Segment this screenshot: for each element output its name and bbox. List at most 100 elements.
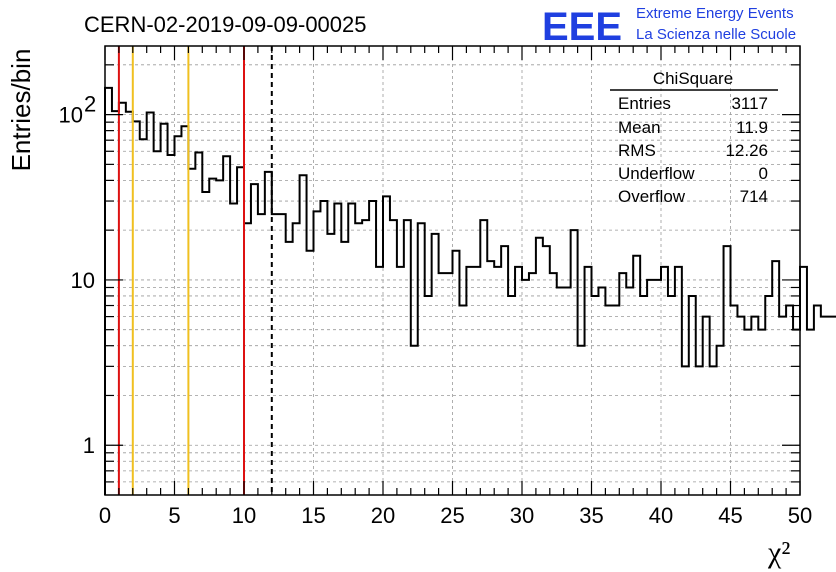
histogram-bin bbox=[126, 112, 133, 495]
histogram-bin bbox=[598, 287, 605, 495]
histogram-bin bbox=[432, 234, 439, 495]
x-tick-label: 15 bbox=[301, 503, 325, 528]
histogram-bin bbox=[112, 111, 119, 495]
logo-line-2: La Scienza nelle Scuole bbox=[636, 26, 796, 43]
histogram-bin bbox=[744, 330, 751, 495]
x-tick-label: 50 bbox=[788, 503, 812, 528]
histogram-bin bbox=[751, 317, 758, 495]
histogram-bin bbox=[418, 223, 425, 495]
histogram-outline bbox=[104, 86, 836, 495]
histogram-bin bbox=[814, 306, 821, 495]
histogram-bin bbox=[355, 223, 362, 495]
histogram-bin bbox=[758, 330, 765, 495]
histogram-bin bbox=[550, 273, 557, 495]
y-tick-exponent: 2 bbox=[84, 92, 96, 117]
histogram-bin bbox=[209, 179, 216, 495]
histogram-bin bbox=[779, 317, 786, 495]
x-tick-label: 10 bbox=[232, 503, 256, 528]
histogram-bin bbox=[397, 267, 404, 495]
y-tick-label: 1 bbox=[83, 433, 95, 458]
histogram-bin bbox=[821, 317, 828, 495]
stats-value-entries: 3117 bbox=[731, 94, 768, 113]
stats-value-underflow: 0 bbox=[759, 164, 768, 183]
histogram-bin bbox=[446, 273, 453, 495]
cut-lines bbox=[117, 46, 273, 495]
x-tick-label: 5 bbox=[168, 503, 180, 528]
y-tick-label: 10 bbox=[59, 103, 83, 128]
histogram-bin bbox=[793, 330, 800, 495]
y-axis-label: Entries/bin bbox=[6, 49, 36, 172]
histogram-bin bbox=[605, 306, 612, 495]
histogram-bin bbox=[300, 175, 307, 495]
x-tick-label: 0 bbox=[99, 503, 111, 528]
histogram-bin bbox=[710, 366, 717, 495]
histogram-bin bbox=[168, 155, 175, 495]
stats-label-entries: Entries bbox=[618, 94, 671, 113]
histogram-bin bbox=[133, 121, 140, 495]
histogram-bin bbox=[654, 280, 661, 495]
histogram-bin bbox=[376, 267, 383, 495]
histogram-bin bbox=[175, 136, 182, 495]
histogram-bin bbox=[703, 317, 710, 495]
histogram-bin bbox=[543, 246, 550, 495]
histogram-bin bbox=[334, 203, 341, 495]
histogram-bin bbox=[612, 306, 619, 495]
histogram-bin bbox=[327, 234, 334, 495]
stats-label-underflow: Underflow bbox=[618, 164, 695, 183]
x-tick-label: 30 bbox=[510, 503, 534, 528]
y-tick-label: 10 bbox=[71, 268, 95, 293]
histogram-bin bbox=[661, 267, 668, 495]
histogram-bin bbox=[140, 139, 147, 495]
histogram-bin bbox=[202, 192, 209, 495]
x-tick-label: 40 bbox=[649, 503, 673, 528]
histogram-bin bbox=[223, 156, 230, 495]
stats-label-mean: Mean bbox=[618, 118, 661, 137]
histogram-bin bbox=[161, 124, 168, 495]
histogram-bin bbox=[626, 287, 633, 495]
stats-box: ChiSquare Entries 3117 Mean 11.9 RMS 12.… bbox=[610, 69, 778, 206]
histogram-bin bbox=[571, 230, 578, 495]
histogram-bin bbox=[154, 151, 161, 495]
histogram-bin bbox=[619, 273, 626, 495]
histogram-bin bbox=[105, 88, 112, 495]
eee-logo: EEE Extreme Energy Events La Scienza nel… bbox=[542, 5, 796, 49]
stats-value-mean: 11.9 bbox=[736, 118, 768, 137]
histogram-bin bbox=[251, 184, 258, 495]
histogram-bin bbox=[459, 306, 466, 495]
x-tick-label: 25 bbox=[440, 503, 464, 528]
histogram-bin bbox=[265, 172, 272, 495]
stats-label-overflow: Overflow bbox=[618, 187, 686, 206]
histogram-bin bbox=[522, 280, 529, 495]
plot-frame bbox=[104, 45, 801, 496]
logo-line-1: Extreme Energy Events bbox=[636, 5, 794, 22]
histogram-bin bbox=[724, 246, 731, 495]
histogram-bin bbox=[682, 366, 689, 495]
histogram-bin bbox=[737, 317, 744, 495]
histogram-bin bbox=[181, 126, 188, 495]
histogram-bin bbox=[188, 169, 195, 495]
stats-title: ChiSquare bbox=[653, 69, 733, 88]
histogram-bin bbox=[501, 246, 508, 495]
histogram-bin bbox=[439, 273, 446, 495]
histogram-bin bbox=[696, 366, 703, 495]
histogram-bin bbox=[480, 220, 487, 495]
histogram-bin bbox=[557, 287, 564, 495]
histogram-bin bbox=[786, 306, 793, 495]
histogram-bin bbox=[633, 256, 640, 495]
histogram-bin bbox=[515, 267, 522, 495]
histogram-bin bbox=[369, 201, 376, 495]
histogram-bin bbox=[494, 267, 501, 495]
stats-value-overflow: 714 bbox=[740, 187, 768, 206]
histogram-bin bbox=[717, 346, 724, 495]
histogram-bin bbox=[564, 287, 571, 495]
logo-mark: EEE bbox=[542, 5, 622, 49]
histogram-bin bbox=[320, 201, 327, 495]
histogram-bin bbox=[147, 112, 154, 495]
histogram-bin bbox=[578, 346, 585, 495]
histogram-bin bbox=[647, 280, 654, 495]
histogram-bin bbox=[411, 346, 418, 495]
histogram-bin bbox=[585, 267, 592, 495]
histogram-bin bbox=[466, 267, 473, 495]
grid-lines bbox=[105, 46, 800, 495]
